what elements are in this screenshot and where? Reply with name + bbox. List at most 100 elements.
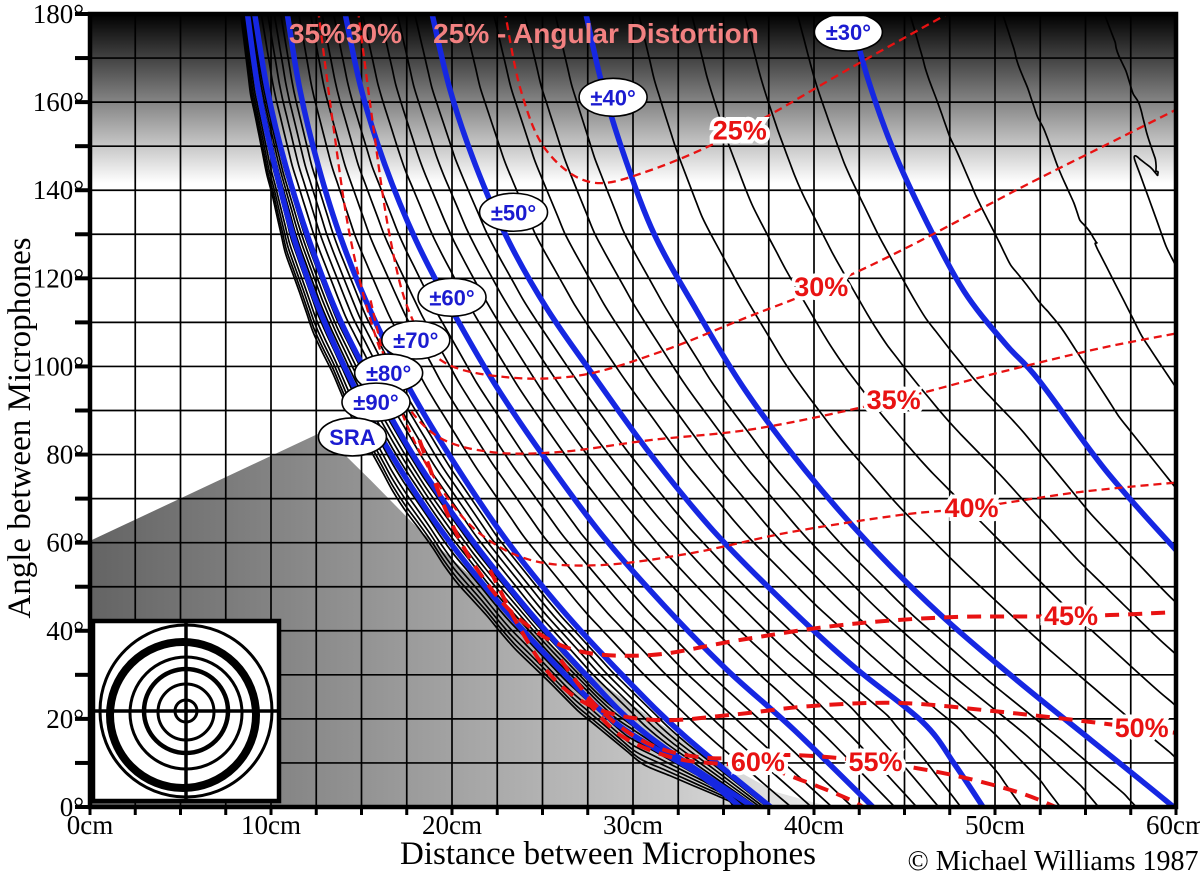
sra-label-50-ellipse	[478, 192, 549, 233]
x-axis-title: Distance between Microphones	[400, 836, 816, 872]
sra-curve-black	[413, 14, 962, 807]
x-tick-label: 10cm	[241, 810, 301, 840]
tick-labels: 0° 20° 40° 60° 80° 100° 120° 140° 160° 180° 0cm 10c…	[33, 0, 1200, 840]
sra-curve-black	[690, 14, 1176, 708]
distortion-label-30: 30%	[794, 272, 848, 302]
x-tick-label: 50cm	[965, 810, 1025, 840]
distortion-label-35: 35%	[867, 385, 921, 415]
y-tick-label: 40°	[46, 616, 84, 646]
sra-curve-black	[637, 14, 1176, 760]
distortion-curve-35	[317, 14, 1176, 455]
x-tick-label: 60cm	[1146, 810, 1200, 840]
sra-curve-black	[523, 14, 1100, 807]
sra-curve-black	[239, 14, 743, 807]
y-tick-label: 0°	[60, 792, 84, 822]
sra-label-60-text: ±60°	[429, 285, 474, 310]
sra-curve-black	[266, 14, 762, 807]
distortion-curve-30	[357, 14, 1176, 380]
sra-curve-black	[554, 14, 1138, 807]
sra-curve-black	[396, 14, 940, 807]
sra-curve-black	[249, 14, 747, 807]
sra-curve-black	[743, 14, 1176, 656]
distortion-label-55: 55%	[849, 747, 903, 777]
sra-label-70-text: ±70°	[393, 328, 438, 353]
sra-curve-black	[462, 14, 1023, 807]
sra-curve-black	[1103, 14, 1176, 268]
sra-label-40-ellipse	[578, 77, 648, 118]
chart-layers: 25%30%35%40%45%50%55%60%±30°±40°±50°±60°…	[33, 0, 1200, 840]
y-tick-label: 60°	[46, 528, 84, 558]
y-tick-label: 20°	[46, 704, 84, 734]
top-distortion-label-35: 35%	[289, 18, 345, 49]
distortion-label-45: 45%	[1044, 601, 1098, 631]
sra-label-90-ellipse	[341, 382, 411, 422]
sra-label-90-text: ±90°	[353, 390, 398, 415]
sra-label-50-text: ±50°	[491, 200, 536, 225]
concentric-circles-logo	[90, 618, 282, 804]
sra-curve-black	[279, 14, 769, 807]
distortion-curve-50	[488, 569, 1176, 735]
sra-bundle-label-text: SRA	[329, 425, 376, 450]
sra-curve-black	[243, 14, 737, 807]
sra-label-80-text: ±80°	[366, 361, 411, 386]
x-tick-label: 0cm	[67, 810, 114, 840]
sra-curve-60	[342, 14, 877, 807]
sra-label-70-ellipse	[380, 320, 451, 360]
plot-frame	[75, 11, 1179, 815]
y-tick-label: 100°	[33, 351, 84, 381]
inset-logo-layer	[90, 618, 282, 804]
distortion-labels: 25% 30% 35% 40% 45% 50% 55% 60%	[709, 111, 1173, 781]
distortion-label-25: 25%	[713, 115, 767, 145]
sra-curve-90	[244, 14, 745, 807]
distortion-curve-55	[559, 658, 1061, 807]
top-distortion-title: 25% - Angular Distortion	[433, 18, 759, 49]
distortion-curve-40	[369, 300, 1176, 567]
top-distortion-label-30: 30%	[346, 18, 402, 49]
sra-curve-black	[321, 14, 834, 807]
copyright-text: © Michael Williams 1987	[907, 846, 1198, 877]
sra-curve-80	[251, 14, 759, 807]
x-tick-label: 30cm	[603, 810, 663, 840]
sra-curve-black	[361, 14, 896, 807]
sra-label-40-text: ±40°	[590, 85, 635, 110]
sra-curve-black	[1001, 14, 1176, 390]
sra-curve-black	[309, 14, 813, 807]
sra-intermediate-curves	[239, 14, 1200, 807]
sra-curve-black	[240, 14, 737, 807]
sra-main-curves	[244, 14, 1176, 807]
sra-curve-black	[909, 14, 1176, 490]
sra-curve-50	[429, 14, 987, 807]
distortion-curve-45	[417, 439, 1176, 658]
sra-curve-40	[583, 14, 1176, 807]
y-axis-title: Angle between Microphones	[2, 237, 38, 618]
sra-bundle-label-ellipse	[317, 417, 388, 457]
sra-curve-black	[260, 14, 759, 807]
distortion-label-50: 50%	[1115, 713, 1169, 743]
sra-curve-black	[492, 14, 1062, 807]
sra-curve-black	[242, 14, 735, 807]
sra-curve-70	[284, 14, 775, 807]
distortion-curve-60	[584, 698, 867, 807]
logo-circle	[106, 638, 260, 792]
sra-curve-30	[847, 14, 1176, 555]
y-tick-label: 80°	[46, 440, 84, 470]
x-tick-label: 20cm	[422, 810, 482, 840]
y-tick-label: 140°	[33, 175, 84, 205]
sra-curve-black	[298, 14, 793, 807]
sra-curve-black	[796, 14, 1176, 604]
sra-label-30-text: ±30°	[826, 20, 871, 45]
sra-curve-black	[332, 14, 854, 807]
distortion-label-40: 40%	[944, 493, 998, 523]
sra-curve-black	[250, 14, 750, 807]
distortion-label-60: 60%	[731, 747, 785, 777]
y-tick-label: 120°	[33, 263, 84, 293]
x-tick-label: 40cm	[784, 810, 844, 840]
sra-labels: ±30° ±40° ±50° ±60° ±70° ±80° ±90° SRA	[317, 12, 884, 457]
sra-curve-black	[379, 14, 918, 807]
sra-curve-black	[1181, 14, 1200, 233]
distortion-curves	[317, 14, 1176, 807]
y-tick-label: 160°	[33, 87, 84, 117]
sra-label-60-ellipse	[417, 277, 487, 318]
